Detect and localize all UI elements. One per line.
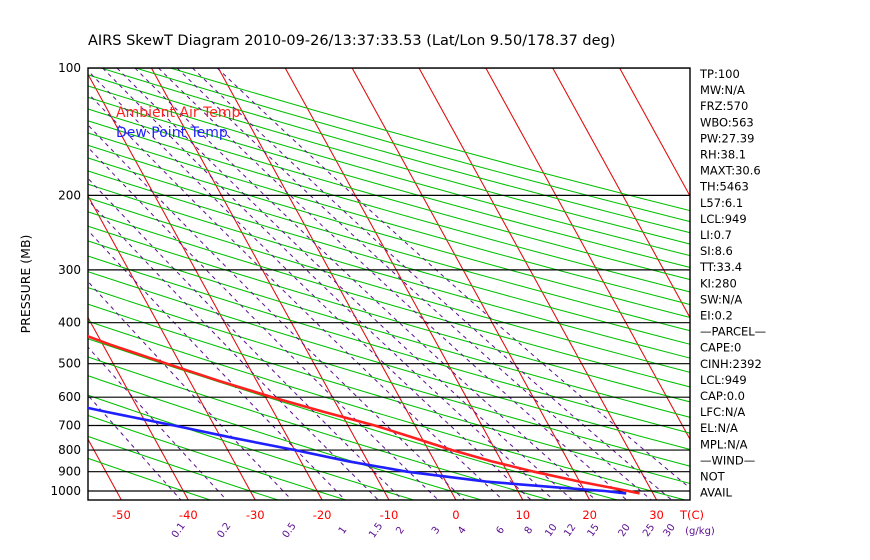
mixing-ratio-tick-10: 10 [543,522,559,539]
pressure-tick-1000: 1000 [50,484,81,498]
isotherm-lines [88,68,690,500]
pressure-tick-100: 100 [58,61,81,75]
panel-item-3: WBO:563 [700,115,754,129]
panel-item-5: RH:38.1 [700,148,746,162]
y-axis-title: PRESSURE (MB) [18,235,33,334]
bottom-temp-tick--20: -20 [313,508,332,522]
mixing-ratio-lines [88,68,690,500]
bottom-temp-tick-10: 10 [515,508,530,522]
mixing-ratio-tick-25: 25 [641,522,657,539]
panel-item-10: LI:0.7 [700,228,732,242]
mixing-ratio-tick-0.1: 0.1 [170,521,188,540]
panel-item-21: LFC:N/A [700,405,745,419]
mixing-ratio-tick-1.5: 1.5 [367,521,385,540]
ambient-temp-curve [88,335,640,495]
panel-item-18: CINH:2392 [700,357,762,371]
mixing-ratio-tick-3: 3 [430,525,443,537]
plot-frame [87,67,691,501]
legend-ambient-label: Ambient Air Temp [116,105,241,121]
mixing-ratio-tick-0.5: 0.5 [281,521,299,540]
parameter-panel: TP:100 MW:N/A FRZ:570 WBO:563 PW:27.39 RH:38.… [699,67,766,500]
panel-item-17: CAPE:0 [700,341,741,355]
panel-item-12: TT:33.4 [699,260,742,274]
panel-item-0: TP:100 [699,67,740,81]
isobar-lines [88,68,690,492]
mixing-ratio-tick-8: 8 [523,525,536,537]
panel-item-8: L57:6.1 [700,196,743,210]
pressure-tick-600: 600 [58,390,81,404]
panel-item-23: MPL:N/A [700,437,748,451]
bottom-temp-tick--40: -40 [179,508,198,522]
pressure-tick-800: 800 [58,443,81,457]
bottom-temp-tick-20: 20 [582,508,597,522]
panel-item-16: —PARCEL— [700,325,766,339]
bottom-temp-tick--50: -50 [112,508,131,522]
bottom-temp-tick--30: -30 [246,508,265,522]
mixing-ratio-tick-15: 15 [586,522,602,539]
pressure-tick-300: 300 [58,263,81,277]
panel-item-14: SW:N/A [700,292,742,306]
panel-item-9: LCL:949 [700,212,747,226]
panel-item-22: EL:N/A [700,421,738,435]
panel-item-2: FRZ:570 [700,99,748,113]
mixing-ratio-tick-1: 1 [337,525,350,537]
mixing-ratio-tick-12: 12 [562,522,578,539]
panel-item-20: CAP:0.0 [700,389,745,403]
pressure-tick-700: 700 [58,419,81,433]
panel-item-1: MW:N/A [700,83,745,97]
pressure-tick-200: 200 [58,188,81,202]
panel-item-19: LCL:949 [700,373,747,387]
panel-item-15: EI:0.2 [700,309,733,323]
mixing-ratio-tick-4: 4 [456,525,469,537]
panel-item-4: PW:27.39 [700,131,754,145]
x-axis-title: T(C) [679,508,704,522]
page-title: AIRS SkewT Diagram 2010-09-26/13:37:33.5… [88,33,615,49]
dewpoint-curve [88,406,627,495]
bottom-temp-tick--10: -10 [380,508,399,522]
pressure-tick-400: 400 [58,316,81,330]
mixing-ratio-tick-30: 30 [662,522,678,539]
panel-item-24: —WIND— [700,453,755,467]
panel-item-13: KI:280 [700,276,737,290]
mixing-ratio-tick-2: 2 [394,525,407,537]
bottom-temp-tick-30: 30 [649,508,664,522]
pressure-tick-900: 900 [58,465,81,479]
mixing-ratio-tick-20: 20 [617,522,633,539]
panel-item-7: TH:5463 [699,180,749,194]
sounding-curves [88,335,640,495]
panel-item-11: SI:8.6 [700,244,733,258]
mixing-ratio-tick-0.2: 0.2 [215,521,233,540]
panel-item-25: NOT [700,470,726,484]
pressure-tick-500: 500 [58,357,81,371]
legend-dewpoint-label: Dew Point Temp [116,125,228,141]
bottom-temp-tick-0: 0 [452,508,459,522]
mixing-ratio-tick-6: 6 [494,525,507,537]
panel-item-6: MAXT:30.6 [700,164,761,178]
panel-item-26: AVAIL [700,486,733,500]
mixing-ratio-axis-title: (g/kg) [685,526,715,537]
